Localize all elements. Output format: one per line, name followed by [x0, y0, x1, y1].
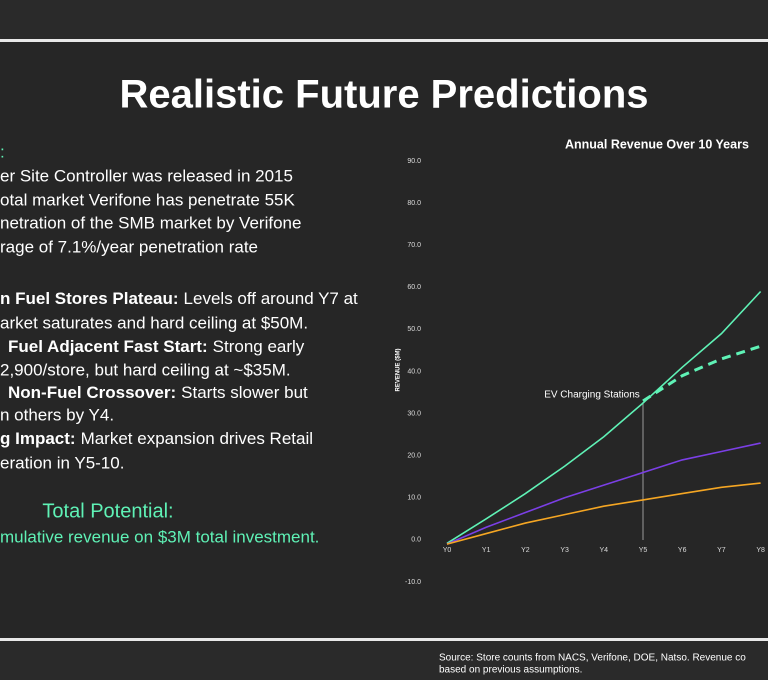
point-label: g Impact:: [0, 429, 76, 448]
intro-line: er Site Controller was released in 2015: [0, 166, 293, 185]
point-continuation: 2,900/store, but hard ceiling at ~$35M.: [0, 360, 291, 379]
intro-line: otal market Verifone has penetrate 55K: [0, 190, 296, 209]
x-tick-label: Y4: [600, 547, 609, 554]
bottom-rule: [0, 638, 768, 641]
y-tick-label: 40.0: [407, 368, 421, 375]
top-rule: [0, 39, 768, 42]
y-tick-label: 90.0: [407, 158, 421, 165]
point-text: Starts slower but: [181, 383, 308, 402]
point: g Impact: Market expansion drives Retail: [0, 429, 313, 448]
y-tick-label: 10.0: [407, 495, 421, 502]
x-tick-label: Y2: [521, 547, 530, 554]
y-tick-label: 70.0: [407, 242, 421, 249]
x-tick-label: Y7: [717, 547, 726, 554]
point-continuation: eration in Y5-10.: [0, 453, 124, 472]
point-text: Market expansion drives Retail: [81, 429, 313, 448]
x-tick-label: Y8: [756, 547, 765, 554]
y-tick-label: 0.0: [411, 537, 421, 544]
top-band: [0, 0, 768, 40]
bottom-band: [0, 641, 768, 680]
y-tick-label: 30.0: [407, 410, 421, 417]
total-text: mulative revenue on $3M total investment…: [0, 527, 319, 546]
point-continuation: arket saturates and hard ceiling at $50M…: [0, 313, 308, 332]
point-text: Levels off around Y7 at: [184, 289, 359, 308]
x-tick-label: Y6: [678, 547, 687, 554]
series-line: [446, 442, 761, 545]
intro-line: rage of 7.1%/year penetration rate: [0, 237, 258, 256]
x-tick-label: Y3: [560, 547, 569, 554]
y-axis-label: REVENUE ($M): [396, 348, 402, 391]
chart-title: Annual Revenue Over 10 Years: [565, 137, 749, 151]
x-tick-label: Y0: [443, 547, 452, 554]
point-label: Non-Fuel Crossover:: [8, 383, 176, 402]
point-text: Strong early: [213, 337, 305, 356]
x-tick-label: Y5: [639, 547, 648, 554]
point: Fuel Adjacent Fast Start: Strong early: [8, 337, 305, 356]
y-tick-label: 20.0: [407, 453, 421, 460]
x-tick-label: Y1: [482, 547, 491, 554]
source: based on previous assumptions.: [439, 665, 582, 676]
intro-line: netration of the SMB market by Verifone: [0, 213, 301, 232]
source: Source: Store counts from NACS, Verifone…: [439, 653, 746, 664]
point-label: n Fuel Stores Plateau:: [0, 289, 179, 308]
point-label: Fuel Adjacent Fast Start:: [8, 337, 208, 356]
y-tick-label: 60.0: [407, 284, 421, 291]
point: Non-Fuel Crossover: Starts slower but: [8, 383, 308, 402]
y-tick-label: 80.0: [407, 200, 421, 207]
intro-heading: :: [0, 142, 5, 161]
annotation: EV Charging Stations: [544, 390, 640, 401]
y-tick-label: 50.0: [407, 326, 421, 333]
series-line: [642, 344, 762, 403]
series-line: [446, 482, 761, 545]
series-line: [446, 290, 762, 544]
point: n Fuel Stores Plateau: Levels off around …: [0, 289, 358, 308]
y-tick-label: -10.0: [405, 579, 421, 586]
slide-title: Realistic Future Predictions: [119, 73, 648, 117]
total-heading: Total Potential:: [42, 500, 173, 522]
point-continuation: n others by Y4.: [0, 405, 114, 424]
